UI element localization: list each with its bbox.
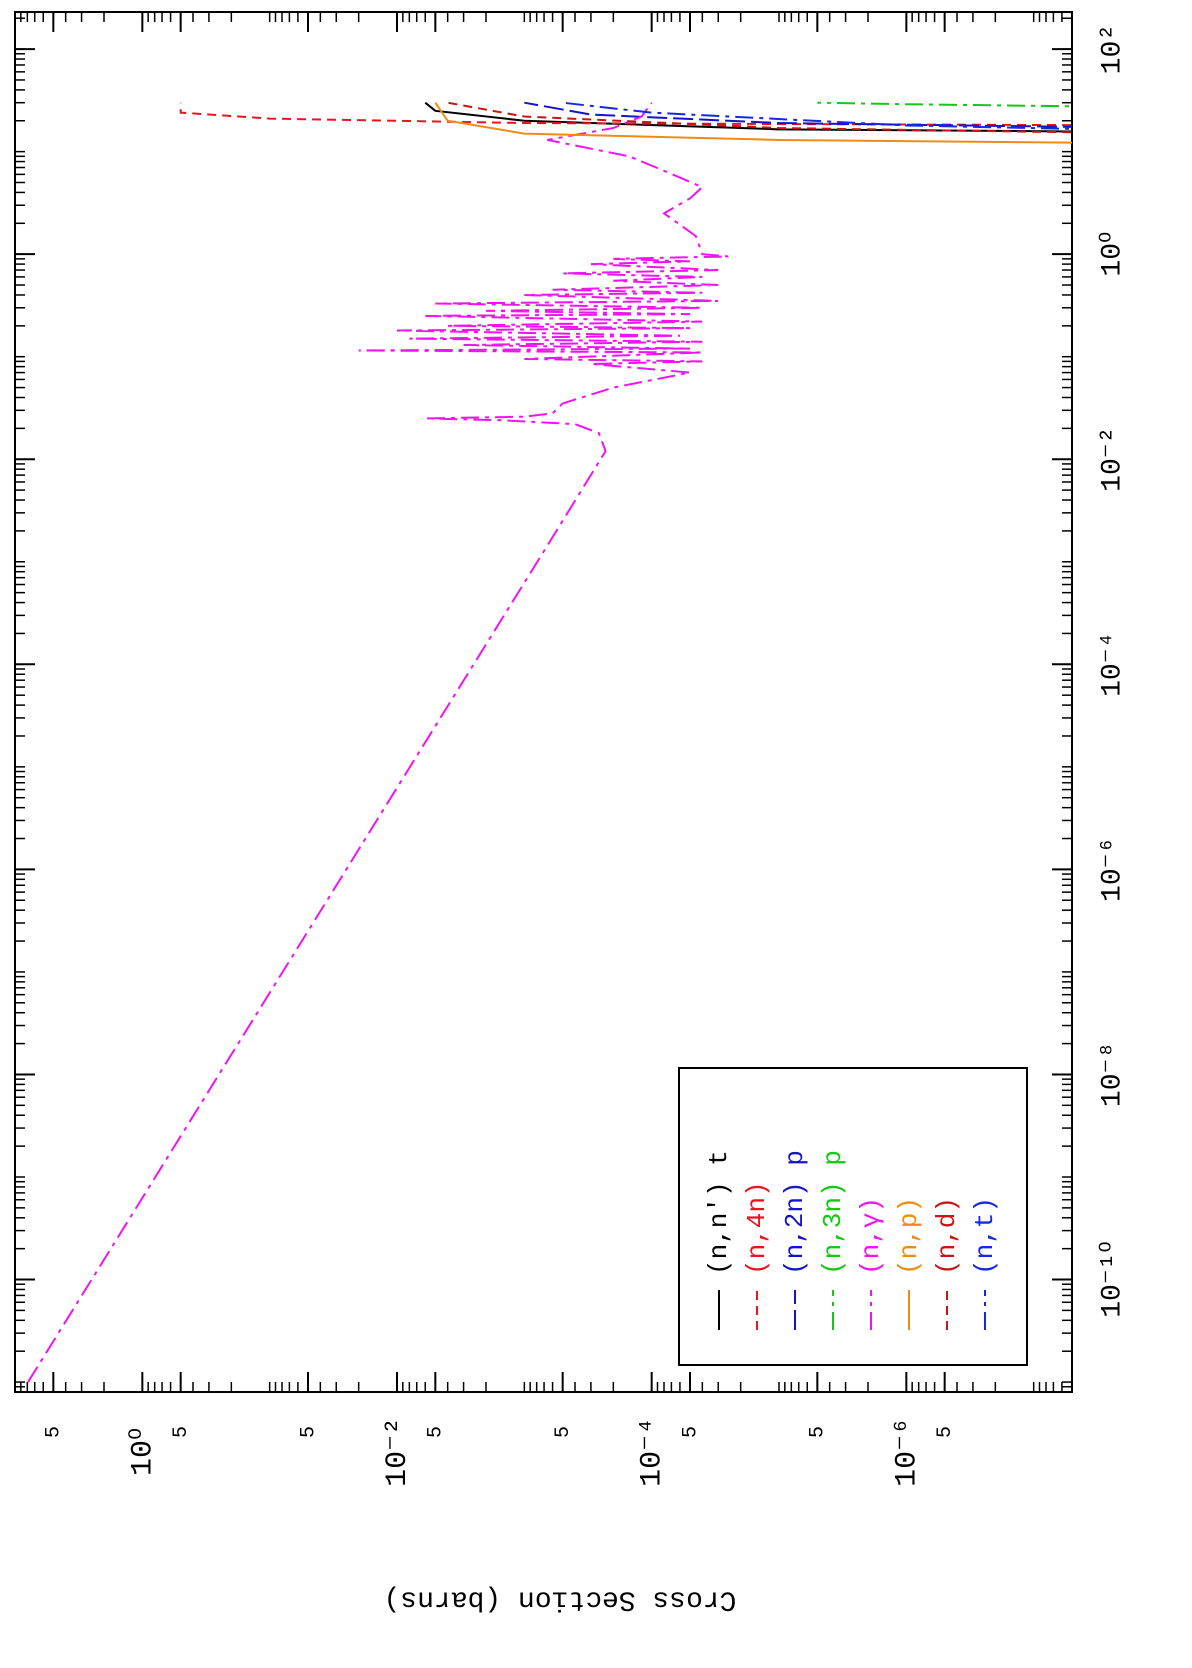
x-tick-label: 10⁻⁸	[1097, 1042, 1128, 1107]
y-tick-label: 5	[425, 1426, 448, 1438]
y-tick-label: 5	[679, 1426, 702, 1438]
y-axis-label: Cross Section (barns)	[384, 1584, 737, 1615]
y-tick-label: 10⁰	[126, 1428, 160, 1476]
y-tick-label: 10⁻⁶	[890, 1417, 924, 1487]
legend-label: (n,n') t	[704, 1150, 734, 1275]
legend-label: (n,γ)	[856, 1197, 886, 1275]
y-tick-label: 10⁻⁴	[636, 1417, 670, 1487]
series-line	[447, 101, 1072, 135]
y-tick-label: 10⁻²	[381, 1417, 415, 1487]
x-tick-label: 10⁻²	[1097, 427, 1128, 492]
rotated-plot: Cross Section (barns) 10⁻¹⁰ 10⁻⁸ 10⁻⁶ 10⁻⁴ 1…	[14, 11, 1128, 1615]
legend-label: (n,3n) p	[818, 1150, 848, 1275]
y-tick-label: 5	[934, 1426, 957, 1438]
legend-label: (n,d)	[932, 1197, 962, 1275]
legend-label: (n,4n)	[742, 1181, 772, 1275]
series-line	[817, 101, 1072, 109]
legend-box	[678, 1067, 1028, 1366]
y-tick-label: 5	[552, 1426, 575, 1438]
series-line	[424, 101, 1072, 134]
y-tick-label: 5	[807, 1426, 830, 1438]
x-tick-label: 10⁻¹⁰	[1097, 1241, 1128, 1317]
y-tick-label: 5	[297, 1426, 320, 1438]
legend-label: (n,p)	[894, 1197, 924, 1275]
series-line	[27, 102, 729, 1383]
y-tick-label: 5	[43, 1426, 66, 1438]
x-tick-label: 10⁻⁶	[1097, 837, 1128, 902]
x-tick-label: 10²	[1097, 24, 1128, 74]
curves	[27, 101, 1072, 1383]
series-line	[179, 102, 1072, 127]
series-line	[434, 102, 1072, 145]
legend-label: (n,t)	[970, 1197, 1000, 1275]
x-tick-label: 10⁻⁴	[1097, 632, 1128, 697]
x-tick-label: 10⁰	[1097, 232, 1128, 277]
y-tick-label: 5	[170, 1426, 193, 1438]
series-line	[562, 101, 1072, 132]
series-line	[524, 101, 1072, 129]
legend-label: (n,2n) p	[780, 1150, 810, 1275]
